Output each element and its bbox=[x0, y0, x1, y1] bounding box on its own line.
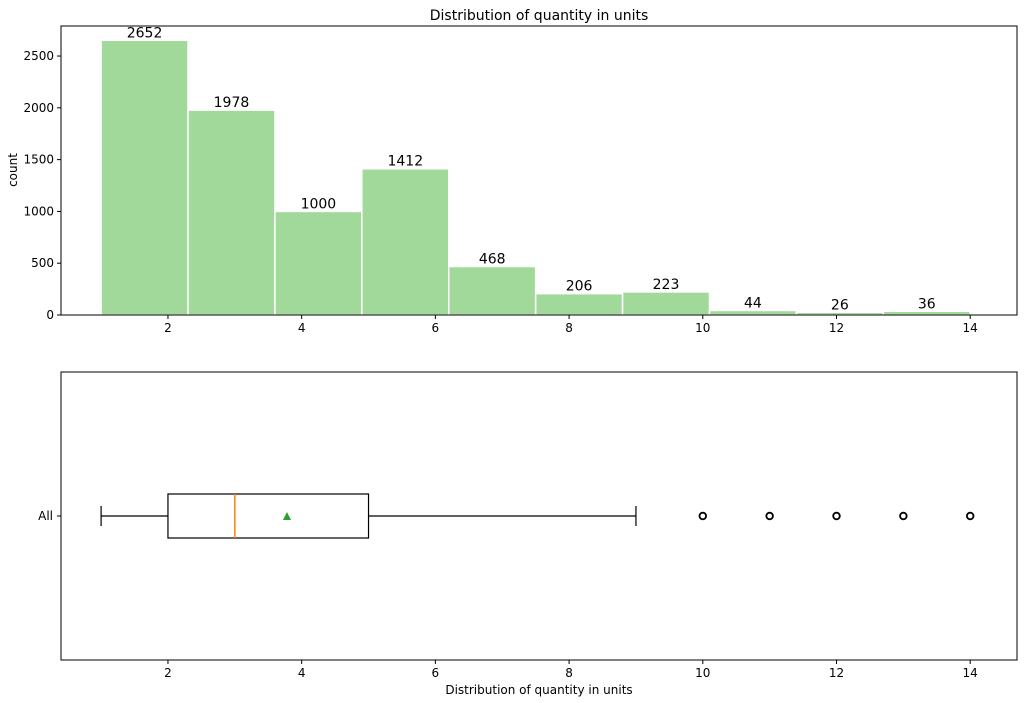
histogram-panel: Distribution of quantity in units count … bbox=[6, 8, 1018, 335]
boxplot-outlier bbox=[765, 511, 774, 521]
histogram-bar-label: 36 bbox=[918, 296, 936, 312]
histogram-x-tick-label: 12 bbox=[829, 321, 844, 335]
histogram-y-tick-label: 1500 bbox=[23, 153, 54, 167]
histogram-x-tick-label: 14 bbox=[963, 321, 978, 335]
boxplot-elements bbox=[100, 493, 975, 539]
boxplot-outlier bbox=[966, 511, 975, 521]
boxplot-outlier bbox=[832, 511, 841, 521]
histogram-x-ticks: 2 4 6 8 10 12 14 bbox=[164, 315, 978, 335]
histogram-bar-label: 468 bbox=[479, 252, 506, 268]
boxplot-outlier bbox=[899, 511, 908, 521]
histogram-bar bbox=[534, 292, 624, 316]
histogram-x-tick-label: 8 bbox=[565, 321, 573, 335]
histogram-bar-label: 1412 bbox=[387, 154, 423, 170]
histogram-bar bbox=[621, 291, 711, 316]
histogram-y-tick-label: 1000 bbox=[23, 204, 54, 218]
histogram-y-tick-label: 0 bbox=[46, 308, 54, 322]
boxplot-x-tick-label: 4 bbox=[298, 666, 306, 680]
histogram-bar bbox=[361, 167, 450, 316]
histogram-x-tick-label: 2 bbox=[164, 321, 172, 335]
boxplot-mean-marker bbox=[282, 512, 291, 520]
histogram-bars bbox=[100, 39, 971, 316]
histogram-data-labels: 2652 1978 1000 1412 468 206 223 44 26 36 bbox=[127, 25, 936, 313]
histogram-bar bbox=[100, 39, 189, 316]
histogram-bar-label: 44 bbox=[744, 295, 762, 311]
boxplot-x-tick-label: 10 bbox=[695, 666, 710, 680]
boxplot-box bbox=[167, 493, 370, 539]
boxplot-x-tick-label: 14 bbox=[963, 666, 978, 680]
boxplot-x-tick-label: 8 bbox=[565, 666, 573, 680]
boxplot-panel: 2 4 6 8 10 12 14 All Distribution of quantity … bbox=[38, 371, 1018, 697]
histogram-x-tick-label: 6 bbox=[432, 321, 440, 335]
histogram-title: Distribution of quantity in units bbox=[430, 8, 649, 24]
boxplot-x-tick-label: 12 bbox=[829, 666, 844, 680]
histogram-bar-label: 1978 bbox=[214, 95, 250, 111]
boxplot-x-ticks: 2 4 6 8 10 12 14 bbox=[164, 660, 978, 680]
boxplot-x-tick-label: 2 bbox=[164, 666, 172, 680]
histogram-y-tick-label: 2500 bbox=[23, 49, 54, 63]
boxplot-outlier bbox=[698, 511, 707, 521]
histogram-y-tick-label: 2000 bbox=[23, 101, 54, 115]
histogram-y-ticks: 0 500 1000 1500 2000 2500 bbox=[23, 49, 61, 322]
boxplot-y-ticks: All bbox=[38, 509, 61, 523]
boxplot-category-label: All bbox=[38, 509, 53, 523]
histogram-bar-label: 26 bbox=[831, 297, 849, 313]
histogram-bar-label: 2652 bbox=[127, 25, 163, 41]
histogram-bar-label: 1000 bbox=[301, 196, 337, 212]
histogram-x-tick-label: 4 bbox=[298, 321, 306, 335]
boxplot-plot-frame bbox=[60, 371, 1018, 661]
histogram-bar bbox=[187, 109, 276, 316]
histogram-plot-frame bbox=[60, 25, 1018, 316]
histogram-y-axis-label: count bbox=[6, 153, 20, 187]
boxplot-x-axis-label: Distribution of quantity in units bbox=[445, 683, 632, 697]
histogram-bar bbox=[274, 210, 363, 316]
histogram-bar-label: 206 bbox=[566, 279, 593, 295]
histogram-y-tick-label: 500 bbox=[31, 256, 54, 270]
histogram-bar-label: 223 bbox=[653, 277, 680, 293]
histogram-bar bbox=[447, 265, 537, 316]
boxplot-x-tick-label: 6 bbox=[432, 666, 440, 680]
histogram-x-tick-label: 10 bbox=[695, 321, 710, 335]
